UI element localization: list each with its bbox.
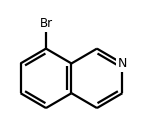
Text: Br: Br [39, 17, 52, 30]
Text: N: N [118, 57, 127, 70]
